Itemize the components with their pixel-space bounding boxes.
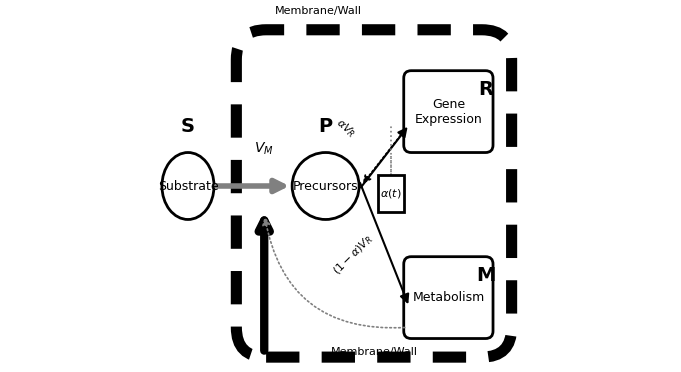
Text: M: M	[476, 266, 495, 285]
Text: $(1-\alpha)V_R$: $(1-\alpha)V_R$	[331, 232, 377, 278]
Text: S: S	[181, 117, 195, 136]
Text: $\alpha(t)$: $\alpha(t)$	[380, 187, 402, 200]
FancyBboxPatch shape	[404, 257, 493, 339]
Text: Membrane/Wall: Membrane/Wall	[274, 6, 362, 16]
Text: Metabolism: Metabolism	[412, 291, 484, 304]
FancyBboxPatch shape	[236, 30, 511, 357]
FancyBboxPatch shape	[404, 71, 493, 153]
FancyBboxPatch shape	[378, 175, 404, 212]
Ellipse shape	[162, 153, 214, 219]
Text: Substrate: Substrate	[158, 180, 219, 192]
Text: Precursors: Precursors	[293, 180, 358, 192]
Text: P: P	[319, 117, 333, 136]
Text: $V_M$: $V_M$	[255, 141, 274, 157]
Text: $\alpha V_R$: $\alpha V_R$	[334, 116, 359, 141]
Text: Gene
Expression: Gene Expression	[415, 97, 482, 126]
Text: R: R	[478, 80, 493, 99]
Ellipse shape	[292, 153, 359, 219]
Text: Membrane/Wall: Membrane/Wall	[330, 347, 417, 356]
